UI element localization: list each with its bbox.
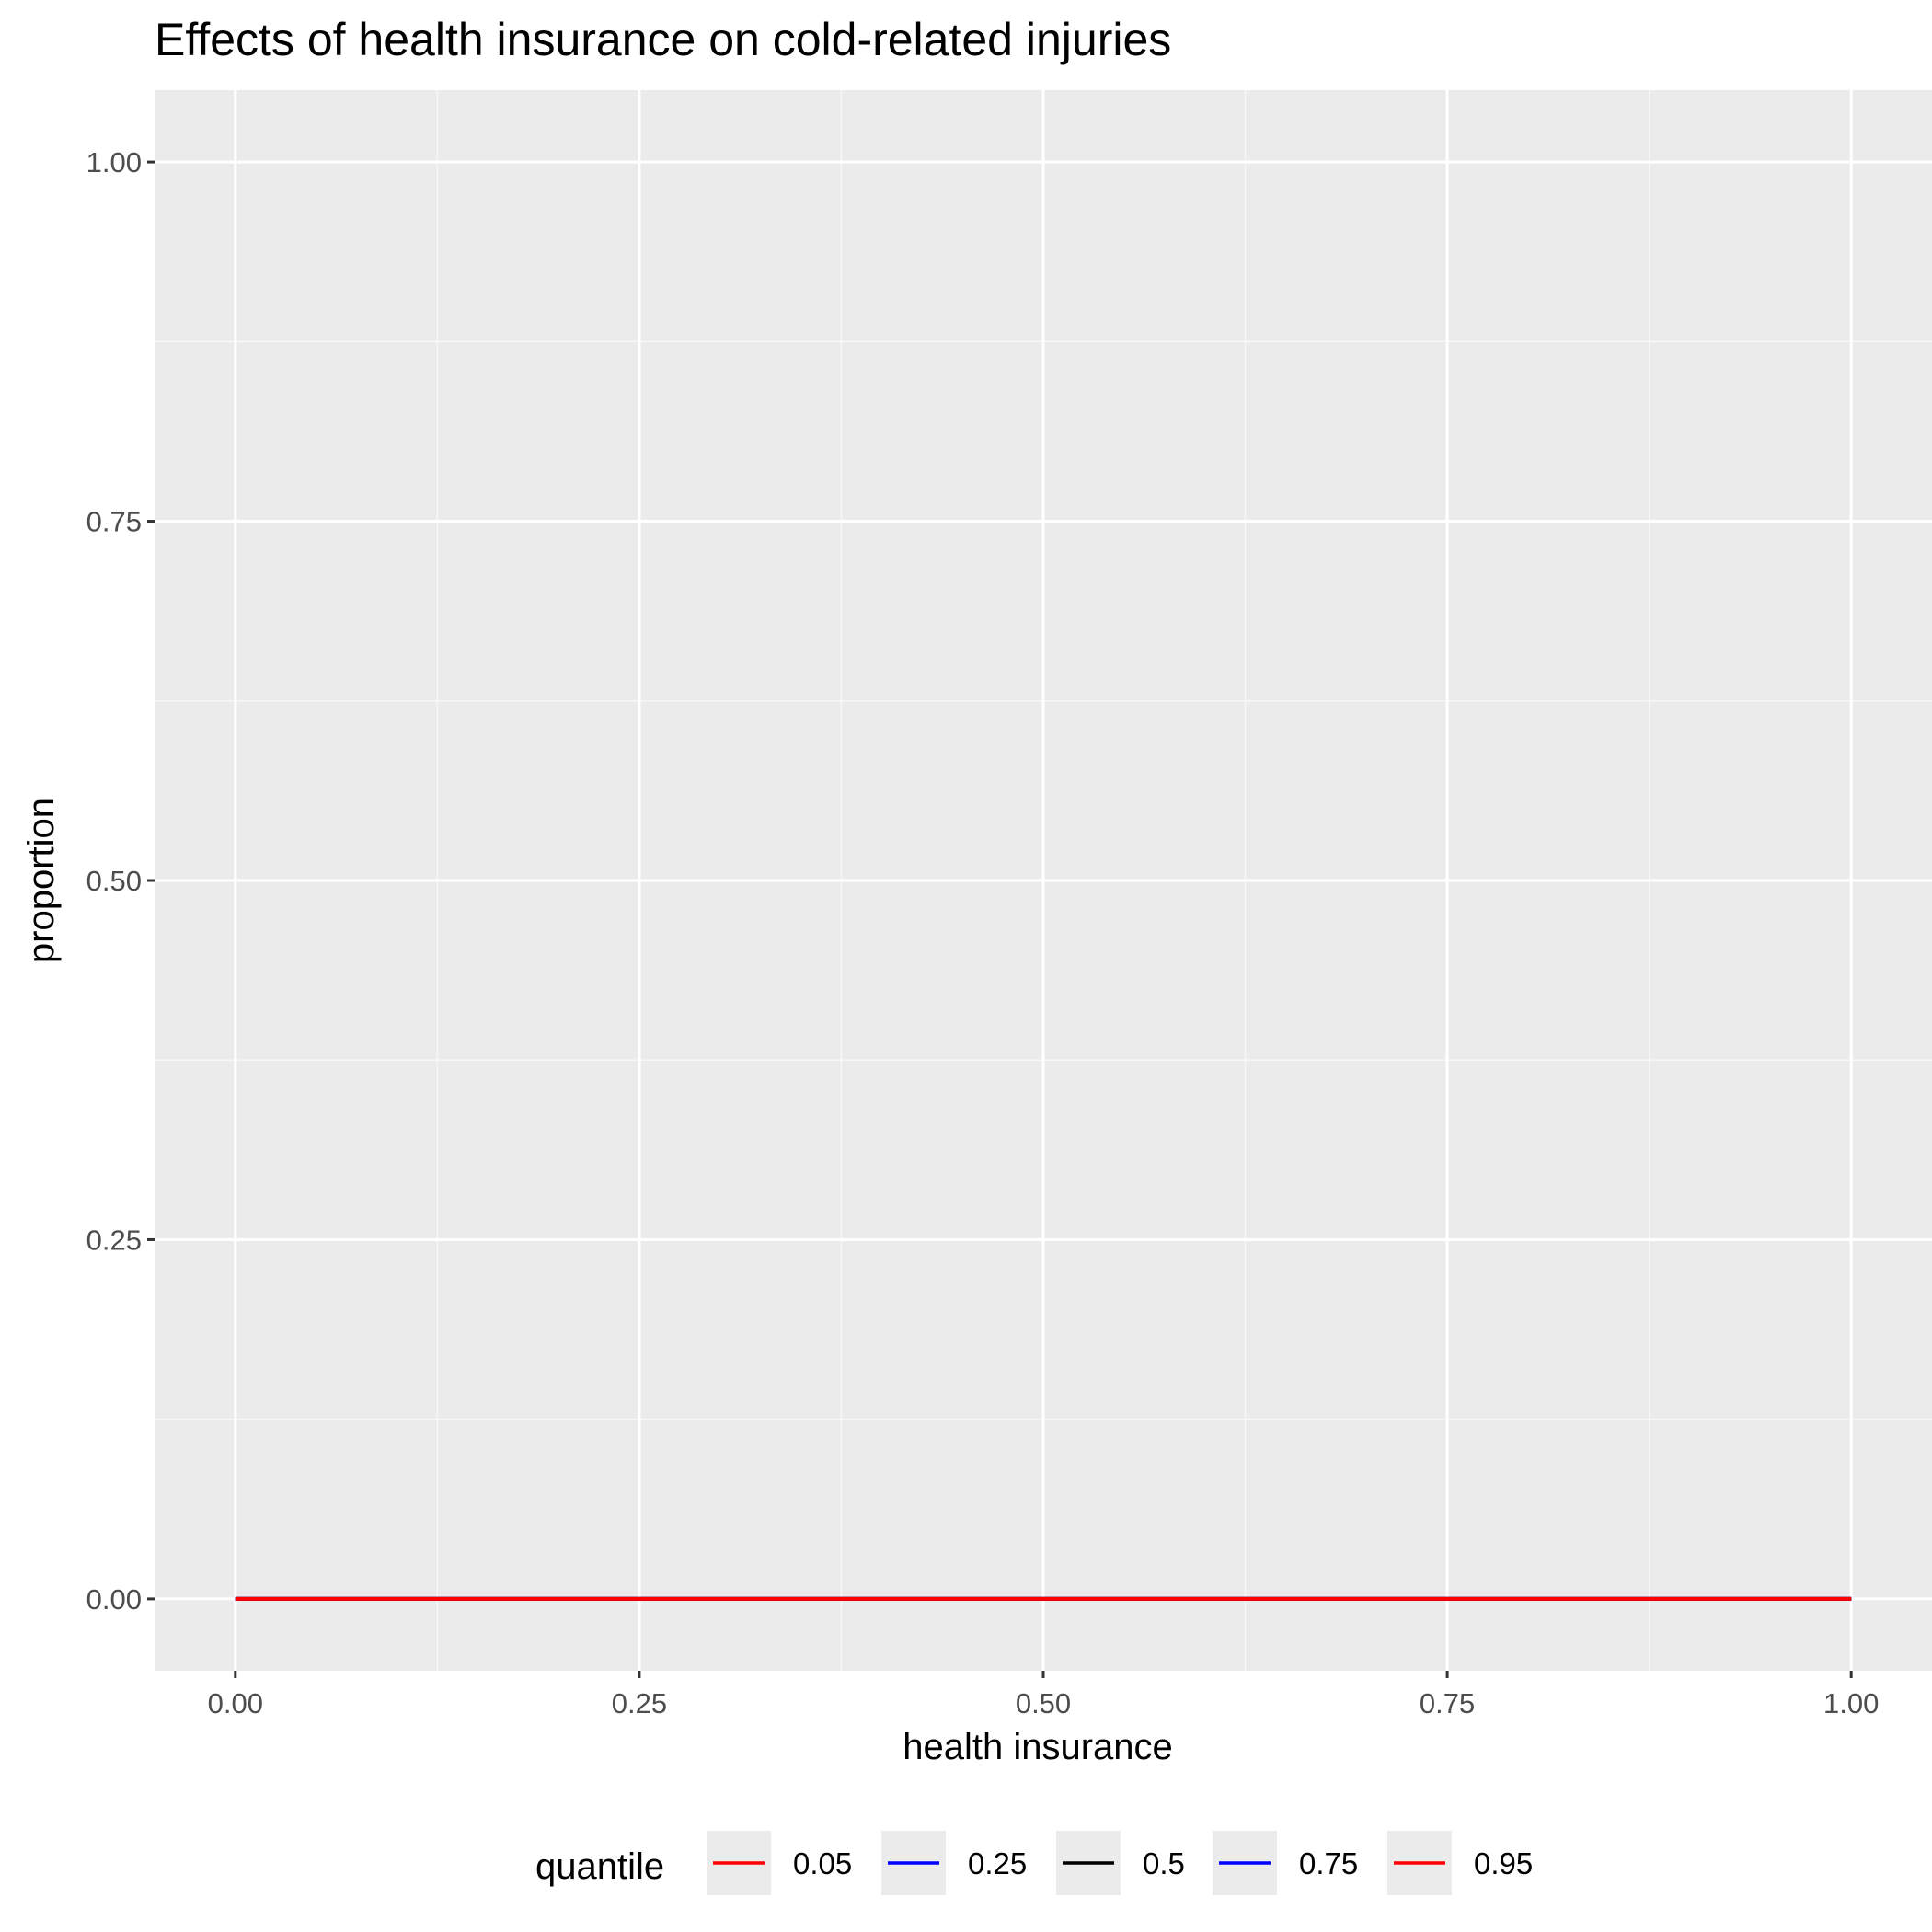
x-tick-label: 1.00 — [1823, 1687, 1879, 1719]
legend-label-0.25: 0.25 — [968, 1846, 1027, 1880]
y-tick-label: 0.00 — [86, 1583, 142, 1616]
x-tick-label: 0.00 — [208, 1687, 263, 1719]
x-axis-title: health insurance — [903, 1727, 1173, 1767]
y-tick-label: 1.00 — [86, 146, 142, 178]
legend: quantile 0.05 0.25 0.5 0.75 0.95 — [535, 1831, 1533, 1895]
legend-label-0.95: 0.95 — [1474, 1846, 1533, 1880]
legend-title: quantile — [535, 1846, 664, 1887]
x-axis: 0.00 0.25 0.50 0.75 1.00 — [208, 1671, 1879, 1719]
y-axis: 0.00 0.25 0.50 0.75 1.00 — [86, 146, 155, 1616]
x-tick-label: 0.25 — [612, 1687, 667, 1719]
x-tick-label: 0.50 — [1016, 1687, 1071, 1719]
x-tick-label: 0.75 — [1420, 1687, 1475, 1719]
legend-label-0.75: 0.75 — [1299, 1846, 1358, 1880]
y-tick-label: 0.75 — [86, 506, 142, 538]
y-tick-label: 0.25 — [86, 1224, 142, 1256]
chart-title: Effects of health insurance on cold-rela… — [155, 14, 1171, 65]
y-axis-title: proportion — [21, 798, 62, 963]
legend-label-0.05: 0.05 — [793, 1846, 852, 1880]
y-tick-label: 0.50 — [86, 865, 142, 897]
legend-label-0.5: 0.5 — [1143, 1846, 1185, 1880]
